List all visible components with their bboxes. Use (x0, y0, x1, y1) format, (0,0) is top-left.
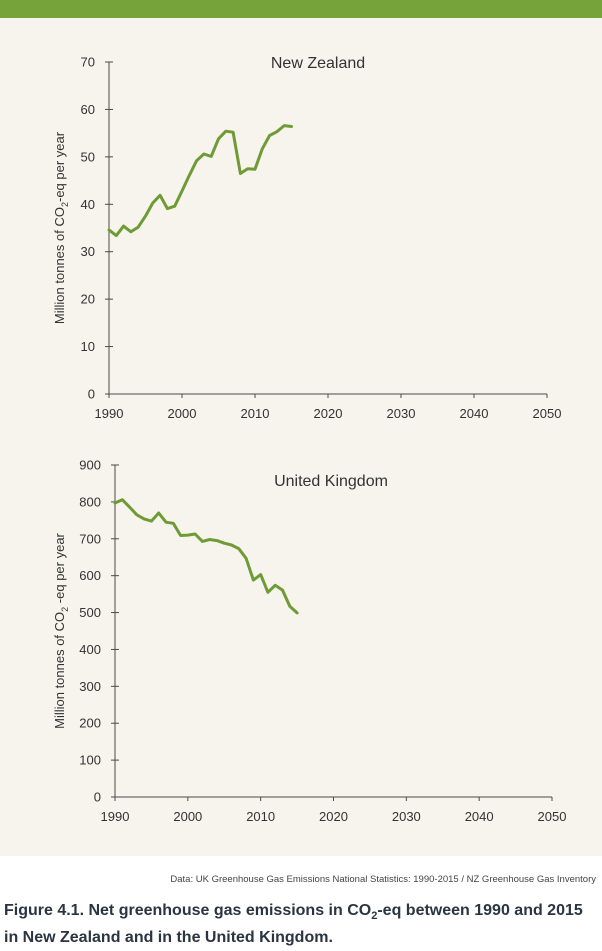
y-tick-label: 70 (81, 55, 95, 70)
y-axis-label-post: -eq per year (52, 131, 67, 202)
x-tick-label: 2010 (241, 406, 270, 421)
x-tick-label: 2030 (392, 809, 421, 824)
series-line-0 (113, 498, 299, 615)
y-tick-label: 400 (79, 642, 101, 657)
y-tick-label: 200 (79, 716, 101, 731)
y-tick-label: 0 (88, 387, 95, 402)
y-tick-label: 0 (94, 790, 101, 805)
chart-panel (0, 18, 602, 856)
y-axis-label-post: -eq per year (52, 532, 67, 606)
chart-title: New Zealand (271, 55, 365, 72)
y-tick-label: 40 (81, 197, 95, 212)
y-tick-label: 600 (79, 568, 101, 583)
series-line-0 (107, 124, 293, 238)
y-axis-label: Million tonnes of CO2 -eq per year (52, 532, 70, 728)
x-tick-label: 2040 (465, 809, 494, 824)
x-tick-label: 2050 (533, 406, 562, 421)
y-axis-label: Million tonnes of CO2-eq per year (52, 131, 70, 324)
chart-1: 0 100 200 300 400 500 600 700 800 900 1990 2000 2010… (52, 458, 566, 825)
y-tick-label: 60 (81, 102, 95, 117)
y-axis-label-pre: Million tonnes of CO (52, 207, 67, 324)
y-tick-label: 500 (79, 605, 101, 620)
x-tick-label: 2000 (173, 809, 202, 824)
caption-sub: 2 (371, 910, 378, 923)
source-note: Data: UK Greenhouse Gas Emissions Nation… (170, 874, 596, 885)
x-tick-label: 2010 (246, 809, 275, 824)
y-tick-label: 30 (81, 244, 95, 259)
x-tick-label: 2040 (460, 406, 489, 421)
x-tick-label: 1990 (95, 406, 124, 421)
figure-caption: Figure 4.1. Net greenhouse gas emissions… (4, 900, 598, 949)
y-axis-label-sub: 2 (60, 607, 70, 612)
y-tick-label: 900 (79, 458, 101, 473)
y-axis-label-sub: 2 (60, 202, 70, 207)
y-tick-label: 20 (81, 292, 95, 307)
x-tick-label: 2000 (168, 406, 197, 421)
x-tick-label: 2050 (538, 809, 567, 824)
y-tick-label: 700 (79, 531, 101, 546)
x-tick-label: 2030 (387, 406, 416, 421)
caption-tail: -eq between 1990 and 2015 in New Zealand… (4, 902, 583, 947)
chart-title: United Kingdom (274, 473, 388, 490)
top-accent-bar (0, 0, 602, 18)
y-tick-label: 10 (81, 339, 95, 354)
x-tick-label: 2020 (314, 406, 343, 421)
x-tick-label: 2020 (319, 809, 348, 824)
y-axis-label-pre: Million tonnes of CO (52, 612, 67, 729)
caption-lead: Figure 4.1. Net greenhouse gas emissions… (4, 902, 372, 919)
y-tick-label: 300 (79, 679, 101, 694)
y-tick-label: 800 (79, 494, 101, 509)
y-tick-label: 50 (81, 149, 95, 164)
y-tick-label: 100 (79, 753, 101, 768)
x-tick-label: 1990 (101, 809, 130, 824)
